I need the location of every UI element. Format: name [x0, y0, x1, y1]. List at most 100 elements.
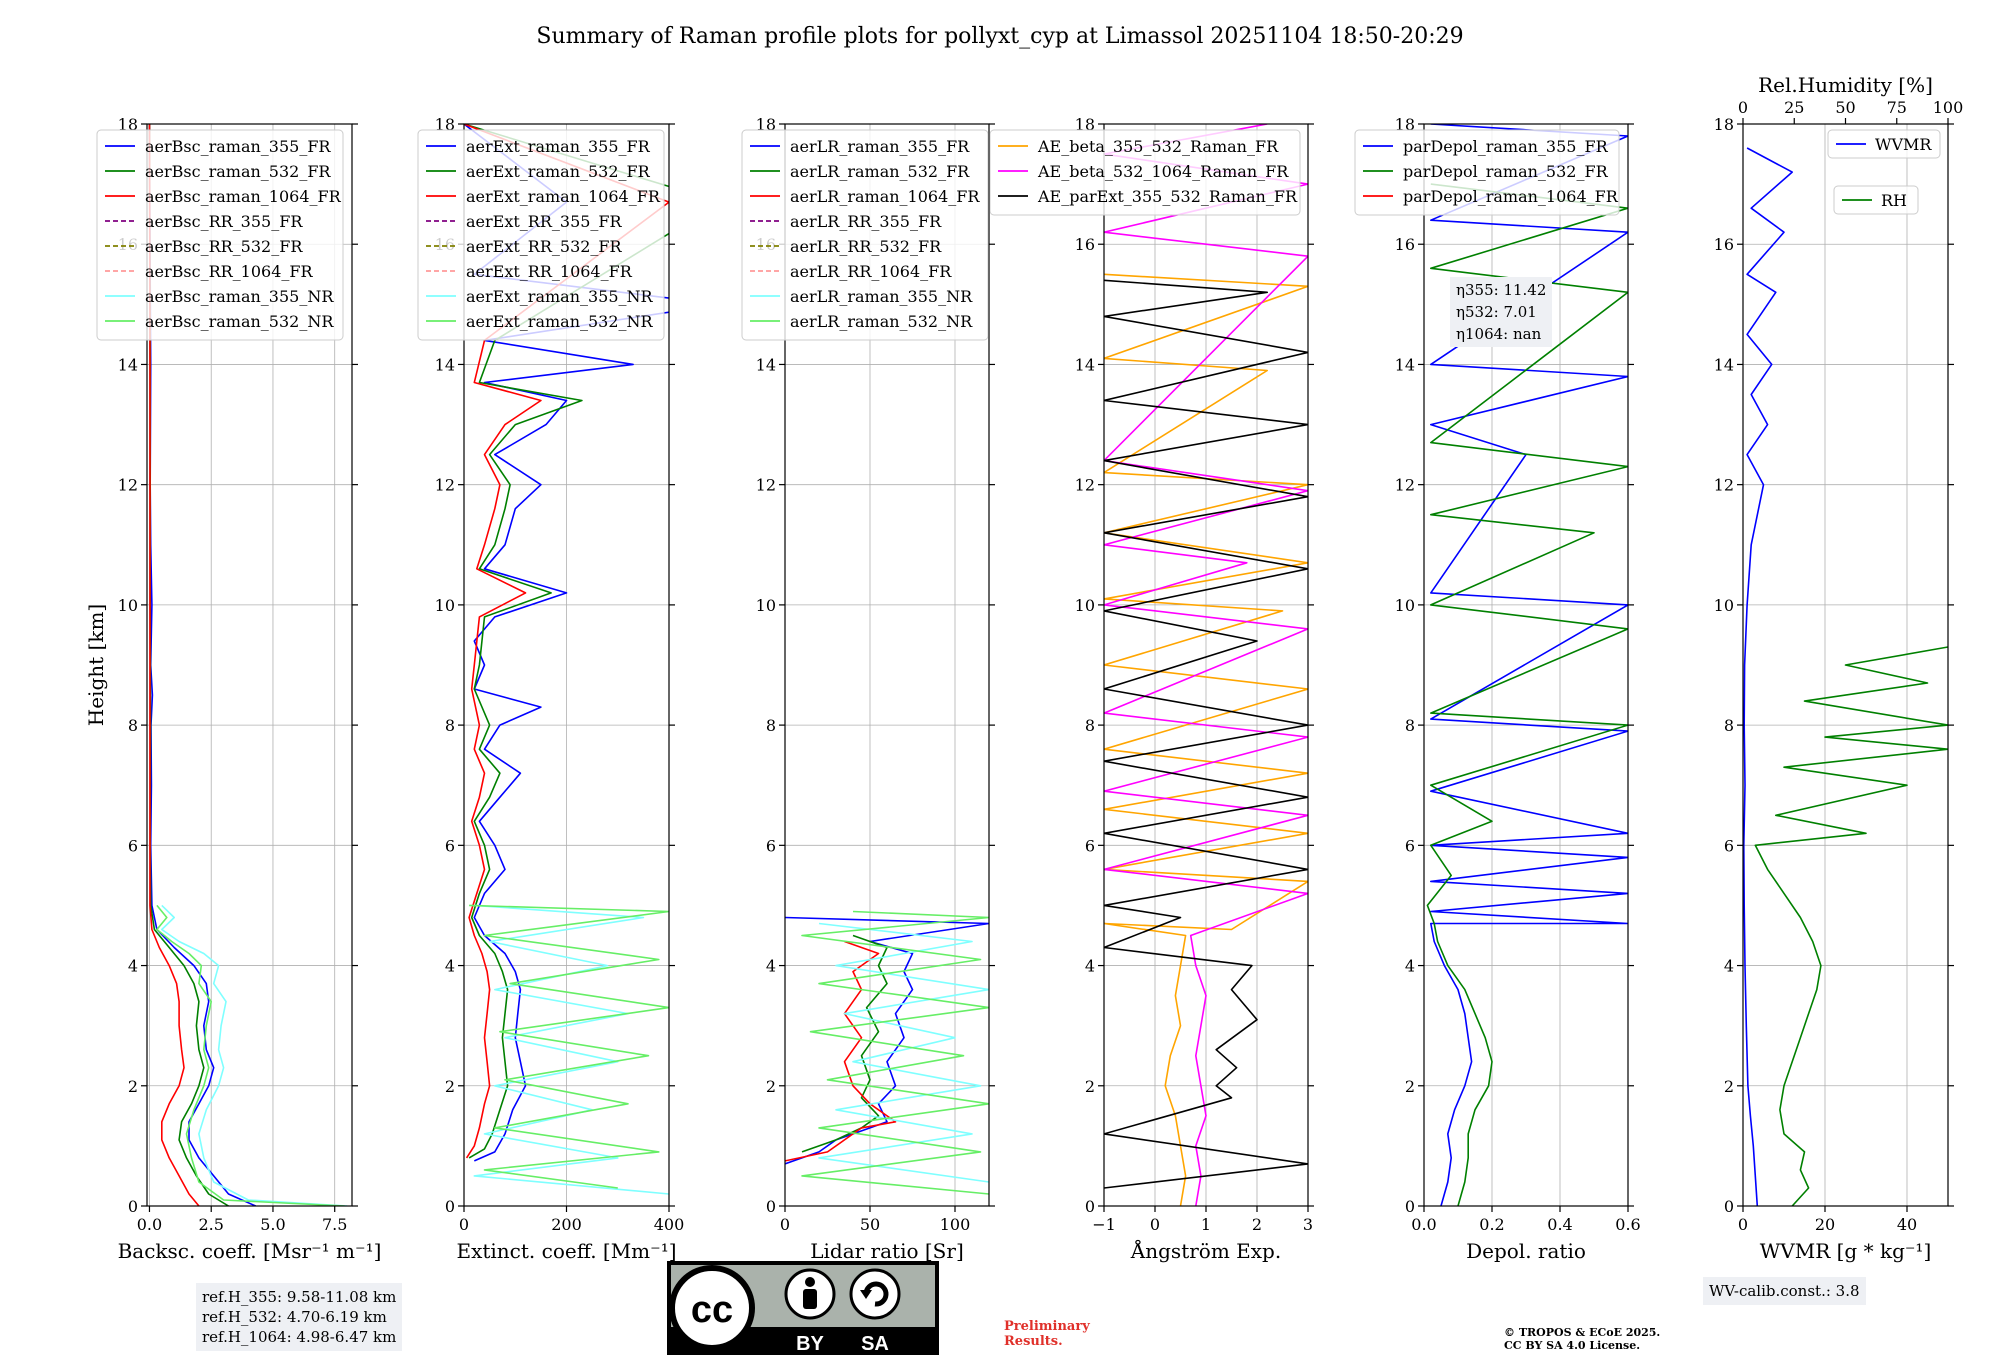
- legend-label: aerLR_raman_532_FR: [790, 162, 970, 181]
- x-axis-label: Lidar ratio [Sr]: [810, 1239, 964, 1263]
- series-aerBsc_raman_532_NR: [156, 904, 345, 1206]
- y-tick-label: 4: [1724, 957, 1734, 976]
- series-group-wv: [1743, 147, 1948, 1206]
- series-aerExt_raman_355_FR: [464, 124, 669, 1162]
- y-tick-label: 0: [766, 1197, 776, 1216]
- y-tick-label: 12: [1714, 476, 1734, 495]
- legend-ae: AE_beta_355_532_Raman_FR AE_beta_532_1064…: [989, 129, 1301, 216]
- y-tick-label: 8: [1085, 716, 1095, 735]
- x-tick-label: 0: [1150, 1215, 1160, 1234]
- legend-lr: aerLR_raman_355_FR aerLR_raman_532_FR aerL…: [741, 129, 989, 341]
- x-tick-label: 3: [1303, 1215, 1313, 1234]
- y-tick-label: 8: [1405, 716, 1415, 735]
- y-tick-label: 6: [1405, 836, 1415, 855]
- eta-532: η532: 7.01: [1456, 303, 1537, 321]
- x-axis-label: Extinct. coeff. [Mm⁻¹]: [456, 1239, 676, 1263]
- y-axis-label: Height [km]: [84, 604, 108, 726]
- series-aerExt_raman_355_NR: [473, 904, 669, 1195]
- legend-label: aerBsc_raman_532_NR: [145, 312, 334, 331]
- legend-ext: aerExt_raman_355_FR aerExt_raman_532_FRae…: [417, 129, 665, 341]
- y-tick-label: 8: [766, 716, 776, 735]
- y-tick-label: 16: [1395, 235, 1415, 254]
- legend-label: aerBsc_raman_355_FR: [145, 137, 331, 156]
- y-tick-label: 0: [1405, 1197, 1415, 1216]
- y-tick-label: 10: [1075, 596, 1095, 615]
- cc-by-sa-logo: cc BY SA: [667, 1261, 939, 1355]
- legend-box: [1833, 185, 1919, 215]
- y-tick-label: 6: [766, 836, 776, 855]
- legend-label: aerBsc_RR_355_FR: [145, 212, 303, 231]
- x-tick-label: 50: [860, 1215, 880, 1234]
- y-tick-label: 8: [445, 716, 455, 735]
- ref-h-532: ref.H_532: 4.70-6.19 km: [202, 1308, 387, 1326]
- x-tick-label: 0.0: [137, 1215, 162, 1234]
- y-tick-label: 6: [445, 836, 455, 855]
- series-AE_beta_355_532_Raman_FR: [1104, 273, 1308, 1206]
- x-tick-label: 20: [1815, 1215, 1835, 1234]
- x2-tick-label: 75: [1887, 98, 1907, 117]
- y-tick-label: 2: [766, 1077, 776, 1096]
- series-aerLR_raman_532_NR: [801, 910, 989, 1195]
- legend-label: AE_beta_532_1064_Raman_FR: [1037, 162, 1289, 181]
- y-tick-label: 6: [1724, 836, 1734, 855]
- legend-label: aerExt_raman_532_NR: [466, 312, 654, 331]
- y-tick-label: 16: [1714, 235, 1734, 254]
- sa-arrow-arc: [863, 1281, 889, 1307]
- figure-title: Summary of Raman profile plots for polly…: [536, 24, 1463, 49]
- legend-box: [96, 129, 344, 341]
- legend-label: parDepol_raman_1064_FR: [1403, 187, 1619, 206]
- y-tick-label: 2: [1405, 1077, 1415, 1096]
- legend-label: aerExt_raman_355_NR: [466, 287, 654, 306]
- y-tick-label: 14: [435, 355, 455, 374]
- y-tick-label: 8: [1724, 716, 1734, 735]
- y-tick-label: 8: [128, 716, 138, 735]
- y-tick-label: 10: [435, 596, 455, 615]
- x-tick-label: 1: [1201, 1215, 1211, 1234]
- y-tick-label: 10: [118, 596, 138, 615]
- series-AE_beta_532_1064_Raman_FR: [1104, 124, 1308, 1206]
- y-tick-label: 12: [1075, 476, 1095, 495]
- legend-label: aerLR_RR_1064_FR: [790, 262, 952, 281]
- legend-label: aerLR_raman_355_NR: [790, 287, 973, 306]
- x-tick-label: 0.4: [1547, 1215, 1572, 1234]
- copyright-line-1: © TROPOS & ECoE 2025.: [1504, 1326, 1661, 1339]
- y-tick-label: 12: [435, 476, 455, 495]
- legend-wv: WVMR RH: [1827, 129, 1941, 215]
- legend-label: aerBsc_raman_355_NR: [145, 287, 334, 306]
- x-tick-label: 2.5: [198, 1215, 223, 1234]
- legend-label: aerLR_RR_355_FR: [790, 212, 942, 231]
- legend-box: [417, 129, 665, 341]
- series-parDepol_raman_355_FR: [1430, 124, 1628, 1206]
- axes-frame: [146, 123, 353, 1207]
- y-tick-label: 2: [1085, 1077, 1095, 1096]
- series-aerLR_raman_355_NR: [818, 922, 989, 1183]
- series-aerBsc_raman_355_NR: [161, 904, 348, 1206]
- y-tick-label: 10: [1395, 596, 1415, 615]
- x-tick-label: −1: [1092, 1215, 1116, 1234]
- legend-label: aerExt_RR_355_FR: [466, 212, 623, 231]
- wv-calib-const: WV-calib.const.: 3.8: [1709, 1282, 1860, 1300]
- x-tick-label: 7.5: [322, 1215, 347, 1234]
- y-tick-label: 18: [1395, 115, 1415, 134]
- y-tick-label: 18: [1075, 115, 1095, 134]
- cc-icon: [669, 1265, 755, 1351]
- y-tick-label: 4: [1405, 957, 1415, 976]
- x-tick-label: 0.2: [1479, 1215, 1504, 1234]
- y-tick-label: 4: [766, 957, 776, 976]
- series-RH: [1754, 646, 1948, 1206]
- axes-frame: [784, 123, 990, 1207]
- legend-bsc: aerBsc_raman_355_FR aerBsc_raman_532_FRae…: [96, 129, 344, 341]
- legend-label: WVMR: [1875, 135, 1932, 154]
- reference-height-box: ref.H_355: 9.58-11.08 km ref.H_532: 4.70…: [196, 1283, 403, 1351]
- series-group-ae: [1104, 124, 1308, 1206]
- ref-h-355: ref.H_355: 9.58-11.08 km: [202, 1288, 397, 1306]
- eta-box: η355: 11.42 η532: 7.01 η1064: nan: [1450, 277, 1553, 347]
- by-text: BY: [796, 1333, 824, 1355]
- x-axis-label: WVMR [g * kg⁻¹]: [1760, 1239, 1932, 1263]
- y-tick-label: 14: [756, 355, 776, 374]
- panel-ext: 0246810121416180200400Extinct. coeff. [M…: [417, 115, 684, 1263]
- y-tick-label: 12: [1395, 476, 1415, 495]
